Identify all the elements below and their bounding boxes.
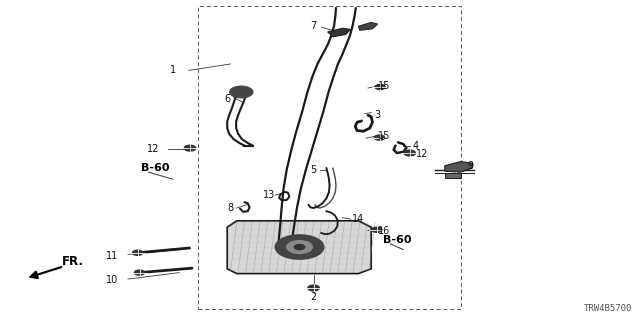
- Circle shape: [132, 250, 143, 255]
- Text: 8: 8: [227, 203, 234, 213]
- Circle shape: [134, 270, 145, 275]
- Circle shape: [294, 244, 305, 250]
- Polygon shape: [227, 221, 371, 274]
- Text: B-60: B-60: [383, 235, 412, 245]
- Text: 7: 7: [310, 20, 317, 31]
- Text: 1: 1: [170, 65, 176, 76]
- Text: 5: 5: [310, 164, 317, 175]
- Text: 16: 16: [378, 226, 390, 236]
- Text: 10: 10: [106, 275, 118, 285]
- Text: 12: 12: [147, 144, 160, 154]
- Text: 3: 3: [374, 110, 381, 120]
- Text: 15: 15: [378, 81, 390, 92]
- Text: B-60: B-60: [141, 163, 170, 173]
- Text: 4: 4: [413, 140, 419, 151]
- Text: 6: 6: [224, 94, 230, 104]
- Polygon shape: [328, 28, 351, 37]
- Text: 11: 11: [106, 251, 118, 261]
- Circle shape: [230, 86, 253, 98]
- Circle shape: [308, 285, 319, 291]
- Text: TRW4B5700: TRW4B5700: [584, 304, 632, 313]
- Polygon shape: [445, 162, 472, 172]
- Text: 9: 9: [467, 161, 474, 172]
- Text: 2: 2: [310, 292, 317, 302]
- Text: 15: 15: [378, 131, 390, 141]
- Circle shape: [375, 84, 385, 90]
- Circle shape: [287, 241, 312, 253]
- Circle shape: [275, 235, 324, 259]
- Text: 12: 12: [416, 148, 429, 159]
- Text: 13: 13: [262, 190, 275, 200]
- Text: FR.: FR.: [62, 255, 84, 268]
- Circle shape: [374, 135, 385, 140]
- Polygon shape: [445, 173, 461, 178]
- Circle shape: [184, 145, 196, 151]
- Circle shape: [404, 150, 415, 156]
- Polygon shape: [358, 22, 378, 30]
- Text: 14: 14: [352, 214, 365, 224]
- Circle shape: [372, 227, 382, 232]
